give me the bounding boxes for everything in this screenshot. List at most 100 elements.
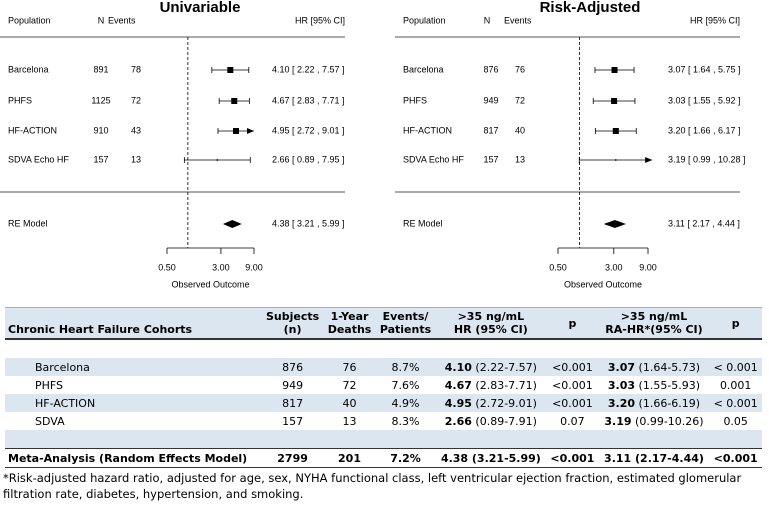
table-cell: 3.03 (1.55-5.93) (599, 376, 710, 394)
summary-diamond (222, 220, 242, 228)
table-cell: 201 (323, 448, 376, 468)
table-row: HF-ACTION 817 40 4.9% 4.95 (2.72-9.01) <0.001… (5, 394, 762, 412)
summary-label: RE Model (403, 218, 443, 228)
summary-value-label: 4.38 [ 3.21 , 5.99 ] (272, 218, 345, 228)
study-n: 891 (93, 64, 108, 74)
x-tick-label: 9.00 (639, 262, 657, 272)
point-estimate (227, 67, 234, 73)
cell-bold: 4.95 (444, 396, 472, 410)
table-cell: < 0.001 (709, 358, 762, 376)
table-row: PHFS 949 72 7.6% 4.67 (2.83-7.71) <0.001 3.03 … (5, 376, 762, 394)
spacer (5, 339, 762, 358)
study-events: 76 (515, 64, 525, 74)
cell-rest: (1.64-5.73) (638, 360, 701, 374)
cell-rest: (2.83-7.71) (475, 378, 537, 392)
table-cell: 7.2% (375, 448, 436, 468)
table-row: SDVA 157 13 8.3% 2.66 (0.89-7.91) 0.07 3.19 (0… (5, 412, 762, 430)
table-cell: 76 (323, 358, 376, 376)
value-label: 2.66 [ 0.89 , 7.95 ] (272, 154, 345, 164)
footnote: *Risk-adjusted hazard ratio, adjusted fo… (3, 471, 742, 501)
header-cell: Events/ Patients (375, 307, 436, 340)
column-header: Events (108, 15, 136, 25)
header-cell: >35 ng/mL RA-HR*(95% CI) (598, 307, 710, 340)
point-estimate (231, 98, 238, 104)
summary-label: RE Model (8, 218, 48, 228)
x-tick-label: 0.50 (549, 262, 567, 272)
column-header: N (484, 15, 491, 25)
table-cell: 7.6% (391, 378, 420, 392)
table-cell: 3.20 (1.66-6.19) (598, 394, 710, 412)
cell-bold: 2.66 (444, 414, 472, 428)
table-cell: 0.05 (723, 414, 748, 428)
table-cell: 4.9% (375, 394, 436, 412)
study-n: 1125 (91, 95, 110, 105)
summary-diamond (603, 220, 626, 228)
study-n: 949 (483, 95, 498, 105)
total-row: Meta-Analysis (Random Effects Model) 2799… (5, 448, 762, 468)
x-axis-label: Observed Outcome (171, 279, 249, 289)
point-estimate (612, 128, 619, 134)
table-cell: 876 (261, 358, 324, 376)
table-row: Barcelona 876 76 8.7% 4.10 (2.22-7.57) <0.001… (5, 358, 762, 376)
study-events: 72 (515, 95, 525, 105)
cell-bold: 3.07 (607, 360, 636, 374)
table-cell: 0.07 (560, 414, 585, 428)
study-n: 817 (483, 125, 498, 135)
study-events: 43 (131, 125, 141, 135)
table-cell: 72 (342, 378, 357, 392)
value-label: 3.19 [ 0.99 , 10.28 ] (668, 154, 746, 164)
table-cell: 0.001 (719, 378, 752, 392)
column-header: N (98, 15, 105, 25)
chart-title: Univariable (160, 0, 241, 16)
study-name: HF-ACTION (8, 125, 57, 135)
table-cell: 3.19 (0.99-10.26) (599, 412, 710, 430)
column-header: Population (8, 15, 51, 25)
spacer-row (5, 339, 762, 358)
table-cell: HF-ACTION (5, 394, 262, 412)
table-cell: <0.001 (552, 378, 593, 392)
study-name: PHFS (403, 95, 427, 105)
header-cell: p (546, 307, 599, 340)
column-header: HR [95% CI] (295, 15, 345, 25)
table-cell: 817 (261, 394, 324, 412)
point-estimate (216, 159, 219, 161)
cell-bold: 3.20 (607, 396, 636, 410)
study-events: 13 (131, 154, 141, 164)
x-tick-label: 3.00 (212, 262, 230, 272)
x-tick-label: 3.00 (605, 262, 623, 272)
spacer (5, 430, 762, 449)
study-name: PHFS (8, 95, 32, 105)
column-header: Population (403, 15, 446, 25)
cell-rest: (1.66-6.19) (638, 396, 701, 410)
cell-rest: (2.22-7.57) (475, 360, 537, 374)
x-tick-label: 0.50 (158, 262, 176, 272)
table-cell: 157 (282, 414, 304, 428)
table-cell: 3.11 (2.17-4.44) (598, 448, 710, 468)
point-estimate (614, 159, 617, 161)
study-events: 40 (515, 125, 525, 135)
table-cell: 4.10 (2.22-7.57) (435, 358, 547, 376)
study-events: 72 (131, 95, 141, 105)
table-cell: < 0.001 (709, 394, 762, 412)
table-cell: <0.001 (546, 394, 599, 412)
results-table: Chronic Heart Failure Cohorts Subjects (n… (5, 307, 762, 468)
table-cell: 4.38 (3.21-5.99) (435, 448, 547, 468)
column-header: HR [95% CI] (690, 15, 740, 25)
cell-rest: (0.89-7.91) (475, 414, 537, 428)
table-cell: SDVA (35, 414, 65, 428)
value-label: 3.03 [ 1.55 , 5.92 ] (668, 95, 741, 105)
study-events: 78 (131, 64, 141, 74)
study-name: SDVA Echo HF (8, 154, 69, 164)
x-tick-label: 9.00 (245, 262, 263, 272)
point-estimate (611, 67, 618, 73)
table-cell: 13 (342, 414, 357, 428)
table-cell: 4.67 (2.83-7.71) (435, 376, 546, 394)
study-n: 157 (93, 154, 108, 164)
study-n: 876 (483, 64, 498, 74)
header-row: Chronic Heart Failure Cohorts Subjects (n… (5, 307, 762, 340)
header-cell: >35 ng/mL HR (95% CI) (435, 307, 547, 340)
value-label: 3.07 [ 1.64 , 5.75 ] (668, 64, 741, 74)
spacer-row (5, 430, 762, 449)
